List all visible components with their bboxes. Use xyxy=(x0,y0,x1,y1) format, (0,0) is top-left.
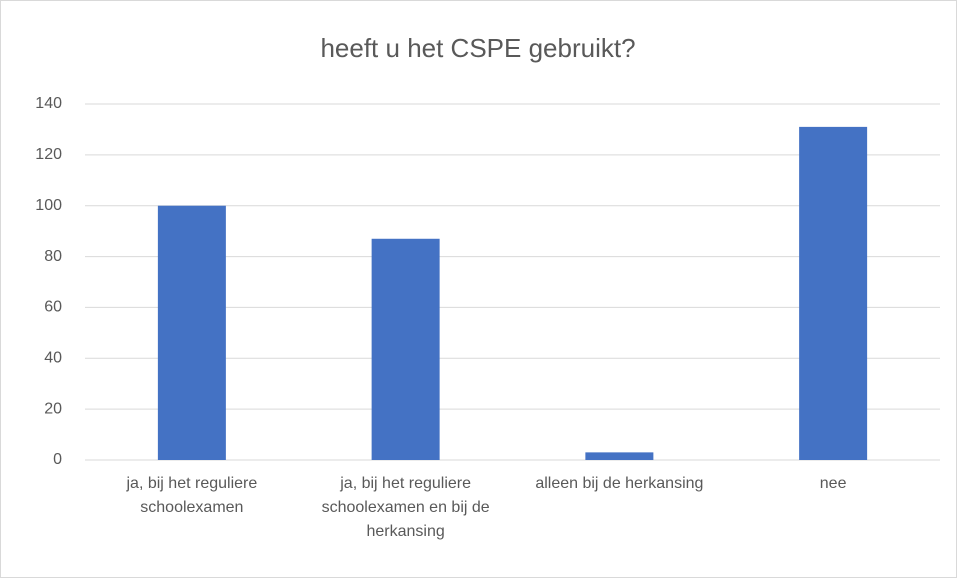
y-tick-label: 40 xyxy=(44,350,62,367)
x-tick-label: ja, bij het reguliere schoolexamen en bi… xyxy=(321,475,490,540)
y-tick-label: 120 xyxy=(35,146,62,163)
y-tick-label: 80 xyxy=(44,248,62,265)
y-tick-label: 0 xyxy=(53,451,62,468)
y-tick-label: 100 xyxy=(35,197,62,214)
bar xyxy=(157,205,226,460)
bar xyxy=(585,452,654,460)
x-tick-label: nee xyxy=(819,475,847,492)
y-tick-label: 20 xyxy=(44,400,62,417)
bar xyxy=(371,238,440,460)
y-tick-label: 140 xyxy=(35,95,62,112)
bar xyxy=(799,126,868,460)
chart-title: heeft u het CSPE gebruikt? xyxy=(320,33,635,63)
x-tick-label: alleen bij de herkansing xyxy=(535,475,704,492)
x-tick-label: ja, bij het reguliere schoolexamen xyxy=(126,475,258,516)
y-tick-label: 60 xyxy=(44,299,62,316)
